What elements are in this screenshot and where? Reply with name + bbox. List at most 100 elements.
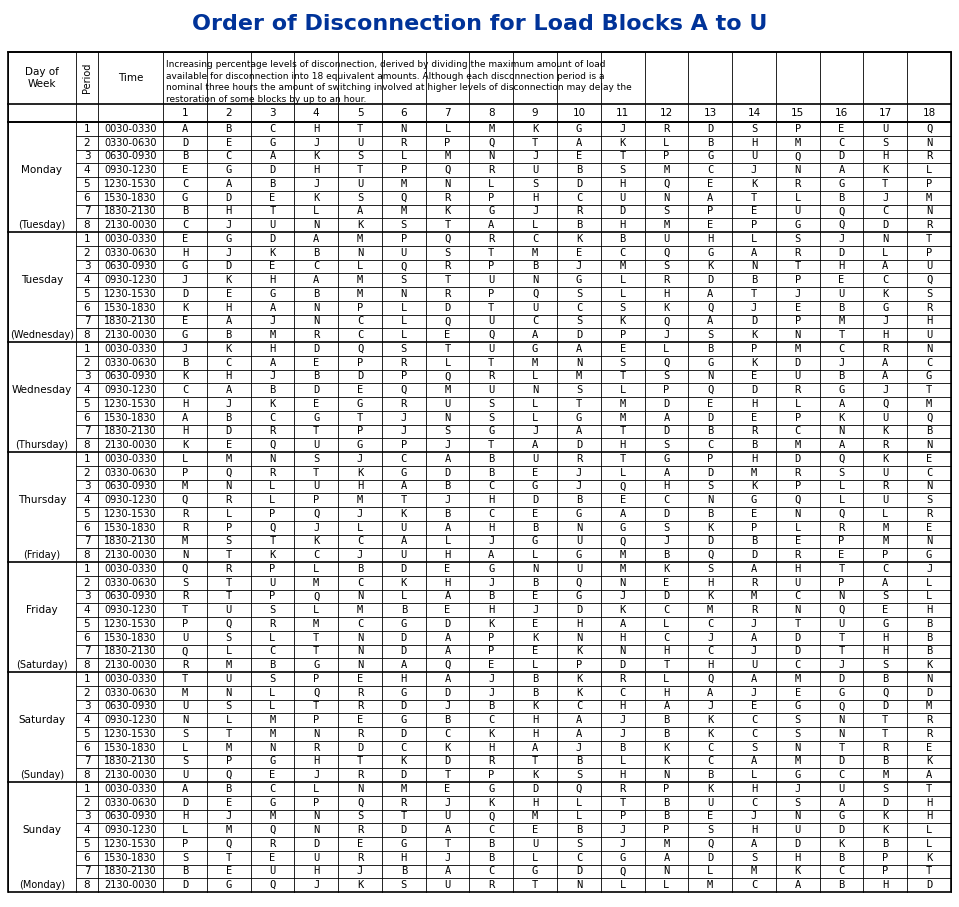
- Text: J: J: [620, 715, 626, 725]
- Text: 1230-1530: 1230-1530: [105, 288, 157, 299]
- Text: H: H: [795, 853, 801, 863]
- Text: G: G: [926, 371, 932, 381]
- Text: (Sunday): (Sunday): [20, 770, 64, 780]
- Text: 0630-0930: 0630-0930: [105, 261, 156, 271]
- Text: C: C: [313, 261, 319, 271]
- Text: 0630-0930: 0630-0930: [105, 371, 156, 381]
- Text: M: M: [664, 220, 669, 230]
- Text: Day of: Day of: [25, 67, 58, 77]
- Text: N: N: [926, 207, 932, 217]
- Text: H: H: [707, 660, 713, 670]
- Text: M: M: [575, 371, 582, 381]
- Text: T: T: [313, 632, 319, 643]
- Text: B: B: [269, 179, 275, 189]
- Text: B: B: [313, 248, 319, 258]
- Text: P: P: [488, 192, 495, 202]
- Text: K: K: [926, 756, 932, 766]
- Text: K: K: [444, 207, 451, 217]
- Text: K: K: [838, 413, 845, 423]
- Text: Friday: Friday: [26, 605, 58, 615]
- Text: N: N: [664, 192, 669, 202]
- Text: K: K: [488, 729, 495, 739]
- Text: T: T: [357, 165, 363, 175]
- Text: T: T: [532, 756, 538, 766]
- Text: R: R: [182, 509, 188, 519]
- Text: 0330-0630: 0330-0630: [105, 248, 156, 258]
- Text: Tuesday: Tuesday: [21, 275, 63, 285]
- Text: 13: 13: [704, 108, 716, 118]
- Text: T: T: [444, 220, 451, 230]
- Text: L: L: [357, 522, 363, 532]
- Text: P: P: [225, 522, 232, 532]
- Text: E: E: [182, 317, 188, 327]
- Text: K: K: [357, 220, 363, 230]
- Text: J: J: [575, 468, 582, 478]
- Text: N: N: [795, 509, 801, 519]
- Text: H: H: [707, 578, 713, 588]
- Text: C: C: [357, 330, 363, 340]
- Text: D: D: [795, 839, 801, 849]
- Text: E: E: [532, 647, 538, 657]
- Text: Q: Q: [926, 275, 932, 285]
- Text: T: T: [620, 371, 626, 381]
- Text: S: S: [225, 632, 232, 643]
- Text: 6: 6: [83, 522, 90, 532]
- Text: Q: Q: [225, 468, 232, 478]
- Text: G: G: [269, 797, 275, 807]
- Text: 12: 12: [660, 108, 673, 118]
- Text: K: K: [707, 522, 713, 532]
- Text: C: C: [838, 770, 845, 780]
- Text: B: B: [707, 344, 713, 354]
- Text: S: S: [401, 220, 407, 230]
- Text: A: A: [926, 770, 932, 780]
- Text: P: P: [664, 151, 669, 161]
- Text: A: A: [664, 468, 669, 478]
- Text: 8: 8: [83, 770, 90, 780]
- Text: A: A: [751, 839, 757, 849]
- Text: B: B: [401, 866, 407, 876]
- Text: N: N: [795, 330, 801, 340]
- Text: M: M: [926, 399, 932, 409]
- Text: N: N: [620, 578, 626, 588]
- Text: 4: 4: [313, 108, 319, 118]
- Text: 0030-0330: 0030-0330: [105, 784, 156, 794]
- Text: (Tuesday): (Tuesday): [18, 220, 65, 230]
- Text: N: N: [664, 866, 669, 876]
- Text: U: U: [838, 784, 845, 794]
- Text: K: K: [751, 179, 757, 189]
- Text: J: J: [182, 344, 188, 354]
- Text: A: A: [182, 124, 188, 134]
- Text: E: E: [269, 770, 275, 780]
- Text: 3: 3: [83, 151, 90, 161]
- Text: E: E: [751, 509, 757, 519]
- Text: A: A: [444, 591, 451, 601]
- Text: S: S: [357, 812, 363, 822]
- Text: A: A: [532, 330, 538, 340]
- Text: J: J: [751, 812, 757, 822]
- Text: 1230-1530: 1230-1530: [105, 179, 157, 189]
- Text: U: U: [795, 371, 801, 381]
- Text: S: S: [795, 729, 801, 739]
- Text: S: S: [795, 234, 801, 244]
- Text: G: G: [532, 536, 538, 546]
- Text: M: M: [926, 701, 932, 711]
- Text: K: K: [488, 797, 495, 807]
- Text: J: J: [838, 357, 845, 367]
- Text: 3: 3: [83, 701, 90, 711]
- Text: D: D: [182, 797, 188, 807]
- Text: B: B: [882, 756, 888, 766]
- Text: Q: Q: [664, 357, 669, 367]
- Text: A: A: [401, 660, 407, 670]
- Text: H: H: [401, 853, 407, 863]
- Text: M: M: [225, 660, 232, 670]
- Text: N: N: [401, 124, 407, 134]
- Text: H: H: [664, 288, 669, 299]
- Text: M: M: [401, 784, 407, 794]
- Text: M: M: [225, 825, 232, 835]
- Text: C: C: [620, 688, 626, 697]
- Text: L: L: [664, 880, 669, 890]
- Text: P: P: [882, 866, 888, 876]
- Text: A: A: [269, 303, 275, 313]
- Text: R: R: [795, 248, 801, 258]
- Text: L: L: [532, 371, 538, 381]
